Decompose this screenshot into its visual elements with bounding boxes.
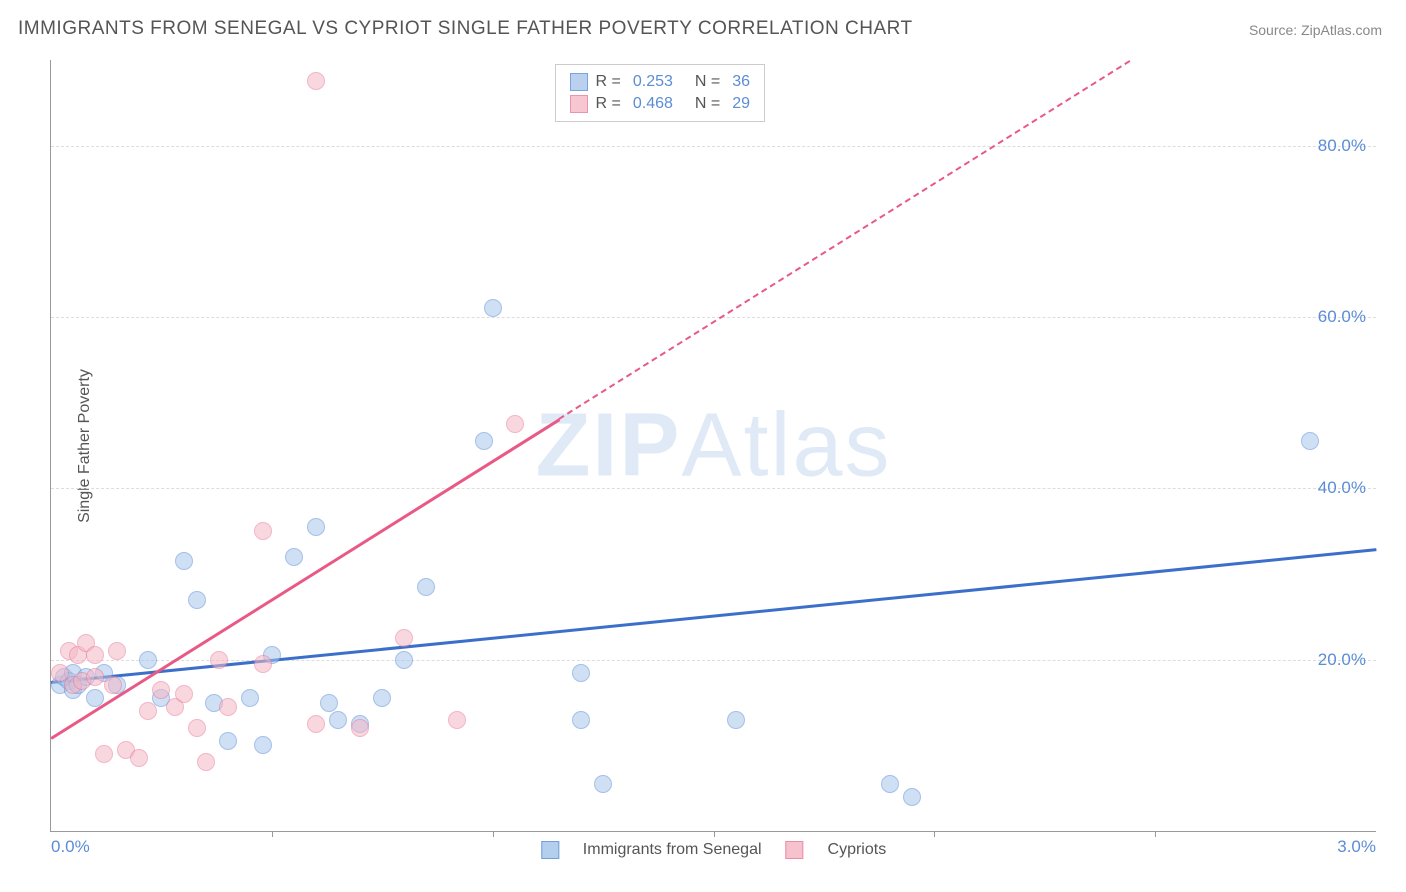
source-attribution: Source: ZipAtlas.com: [1249, 22, 1382, 38]
legend-n-label: N =: [695, 95, 720, 113]
y-tick-label: 20.0%: [1318, 650, 1366, 670]
legend-row-senegal: R = 0.253 N = 36: [570, 71, 751, 93]
legend-n-label: N =: [695, 73, 720, 91]
data-point-cypriots: [254, 655, 272, 673]
plot-area: ZIPAtlas 20.0%40.0%60.0%80.0%0.0%3.0%R =…: [50, 60, 1376, 832]
data-point-senegal: [320, 694, 338, 712]
grid-line: [51, 146, 1376, 147]
trend-line: [50, 418, 559, 739]
y-tick-label: 40.0%: [1318, 478, 1366, 498]
series-swatch: [541, 841, 559, 859]
data-point-senegal: [727, 711, 745, 729]
watermark-bold: ZIP: [535, 395, 681, 495]
data-point-senegal: [307, 518, 325, 536]
data-point-cypriots: [95, 745, 113, 763]
legend-r-label: R =: [596, 95, 621, 113]
data-point-senegal: [329, 711, 347, 729]
data-point-senegal: [241, 689, 259, 707]
data-point-cypriots: [219, 698, 237, 716]
watermark-rest: Atlas: [681, 395, 891, 495]
data-point-cypriots: [395, 629, 413, 647]
data-point-senegal: [139, 651, 157, 669]
series-legend: Immigrants from Senegal Cypriots: [541, 841, 886, 859]
data-point-senegal: [475, 432, 493, 450]
data-point-senegal: [417, 578, 435, 596]
legend-r-value: 0.253: [633, 73, 673, 91]
data-point-senegal: [285, 548, 303, 566]
legend-r-value: 0.468: [633, 95, 673, 113]
data-point-cypriots: [448, 711, 466, 729]
data-point-senegal: [86, 689, 104, 707]
data-point-senegal: [594, 775, 612, 793]
data-point-senegal: [254, 736, 272, 754]
x-tick-label: 3.0%: [1337, 837, 1376, 857]
data-point-senegal: [572, 711, 590, 729]
legend-n-value: 29: [732, 95, 750, 113]
chart-container: IMMIGRANTS FROM SENEGAL VS CYPRIOT SINGL…: [0, 0, 1406, 892]
y-tick-label: 80.0%: [1318, 136, 1366, 156]
data-point-cypriots: [351, 719, 369, 737]
x-tick-label: 0.0%: [51, 837, 90, 857]
data-point-senegal: [881, 775, 899, 793]
data-point-senegal: [219, 732, 237, 750]
data-point-cypriots: [130, 749, 148, 767]
legend-swatch: [570, 95, 588, 113]
x-tick: [1155, 831, 1156, 837]
x-tick: [934, 831, 935, 837]
y-tick-label: 60.0%: [1318, 307, 1366, 327]
x-tick: [272, 831, 273, 837]
grid-line: [51, 488, 1376, 489]
data-point-cypriots: [210, 651, 228, 669]
watermark: ZIPAtlas: [535, 394, 891, 497]
data-point-cypriots: [254, 522, 272, 540]
series-label: Cypriots: [828, 841, 887, 859]
data-point-cypriots: [307, 715, 325, 733]
x-tick: [714, 831, 715, 837]
legend-n-value: 36: [732, 73, 750, 91]
data-point-cypriots: [86, 646, 104, 664]
data-point-senegal: [903, 788, 921, 806]
data-point-cypriots: [188, 719, 206, 737]
correlation-legend: R = 0.253 N = 36 R = 0.468 N = 29: [555, 64, 766, 122]
data-point-cypriots: [152, 681, 170, 699]
legend-r-label: R =: [596, 73, 621, 91]
chart-title: IMMIGRANTS FROM SENEGAL VS CYPRIOT SINGL…: [18, 18, 913, 40]
legend-row-cypriots: R = 0.468 N = 29: [570, 93, 751, 115]
data-point-cypriots: [86, 668, 104, 686]
data-point-senegal: [188, 591, 206, 609]
data-point-cypriots: [197, 753, 215, 771]
data-point-cypriots: [139, 702, 157, 720]
data-point-senegal: [175, 552, 193, 570]
data-point-cypriots: [506, 415, 524, 433]
data-point-cypriots: [108, 642, 126, 660]
grid-line: [51, 317, 1376, 318]
series-swatch: [786, 841, 804, 859]
x-tick: [493, 831, 494, 837]
trend-line: [51, 548, 1376, 683]
legend-swatch: [570, 73, 588, 91]
data-point-cypriots: [175, 685, 193, 703]
series-label: Immigrants from Senegal: [583, 841, 762, 859]
data-point-senegal: [572, 664, 590, 682]
data-point-senegal: [395, 651, 413, 669]
data-point-cypriots: [307, 72, 325, 90]
data-point-senegal: [484, 299, 502, 317]
data-point-cypriots: [104, 676, 122, 694]
data-point-senegal: [373, 689, 391, 707]
data-point-senegal: [1301, 432, 1319, 450]
